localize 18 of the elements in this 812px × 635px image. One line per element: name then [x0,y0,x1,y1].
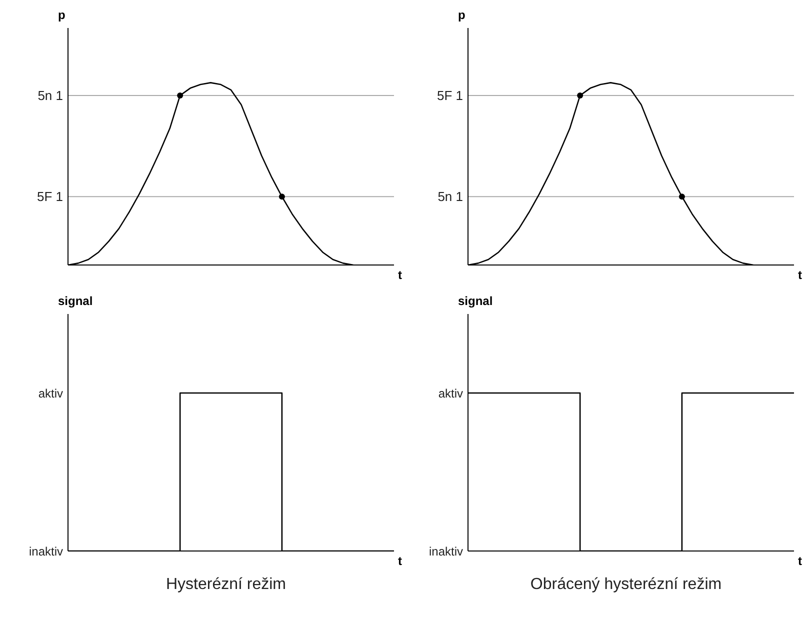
y-axis-title: p [58,8,66,22]
x-axis-title: t [798,268,802,282]
ref-line-label: 5F 1 [436,88,463,104]
text: aktiv [38,386,63,400]
x-axis-title: t [798,554,802,568]
text: Obrácený hysterézní režim [529,576,723,594]
y-axis-title: p [458,8,466,22]
y-axis-title: signal [58,294,93,308]
text: inaktiv [428,544,463,558]
x-axis-title: t [398,268,402,282]
ref-line-label: 5F 1 [36,189,63,204]
text: inaktiv [28,544,63,558]
y-axis-title: signal [458,294,493,308]
ref-line-label: 5n 1 [38,88,63,104]
ref-line-label: 5n 1 [438,189,463,204]
x-axis-title: t [398,554,402,568]
text: Hysterézní režim [164,576,288,594]
text: aktiv [438,386,463,400]
